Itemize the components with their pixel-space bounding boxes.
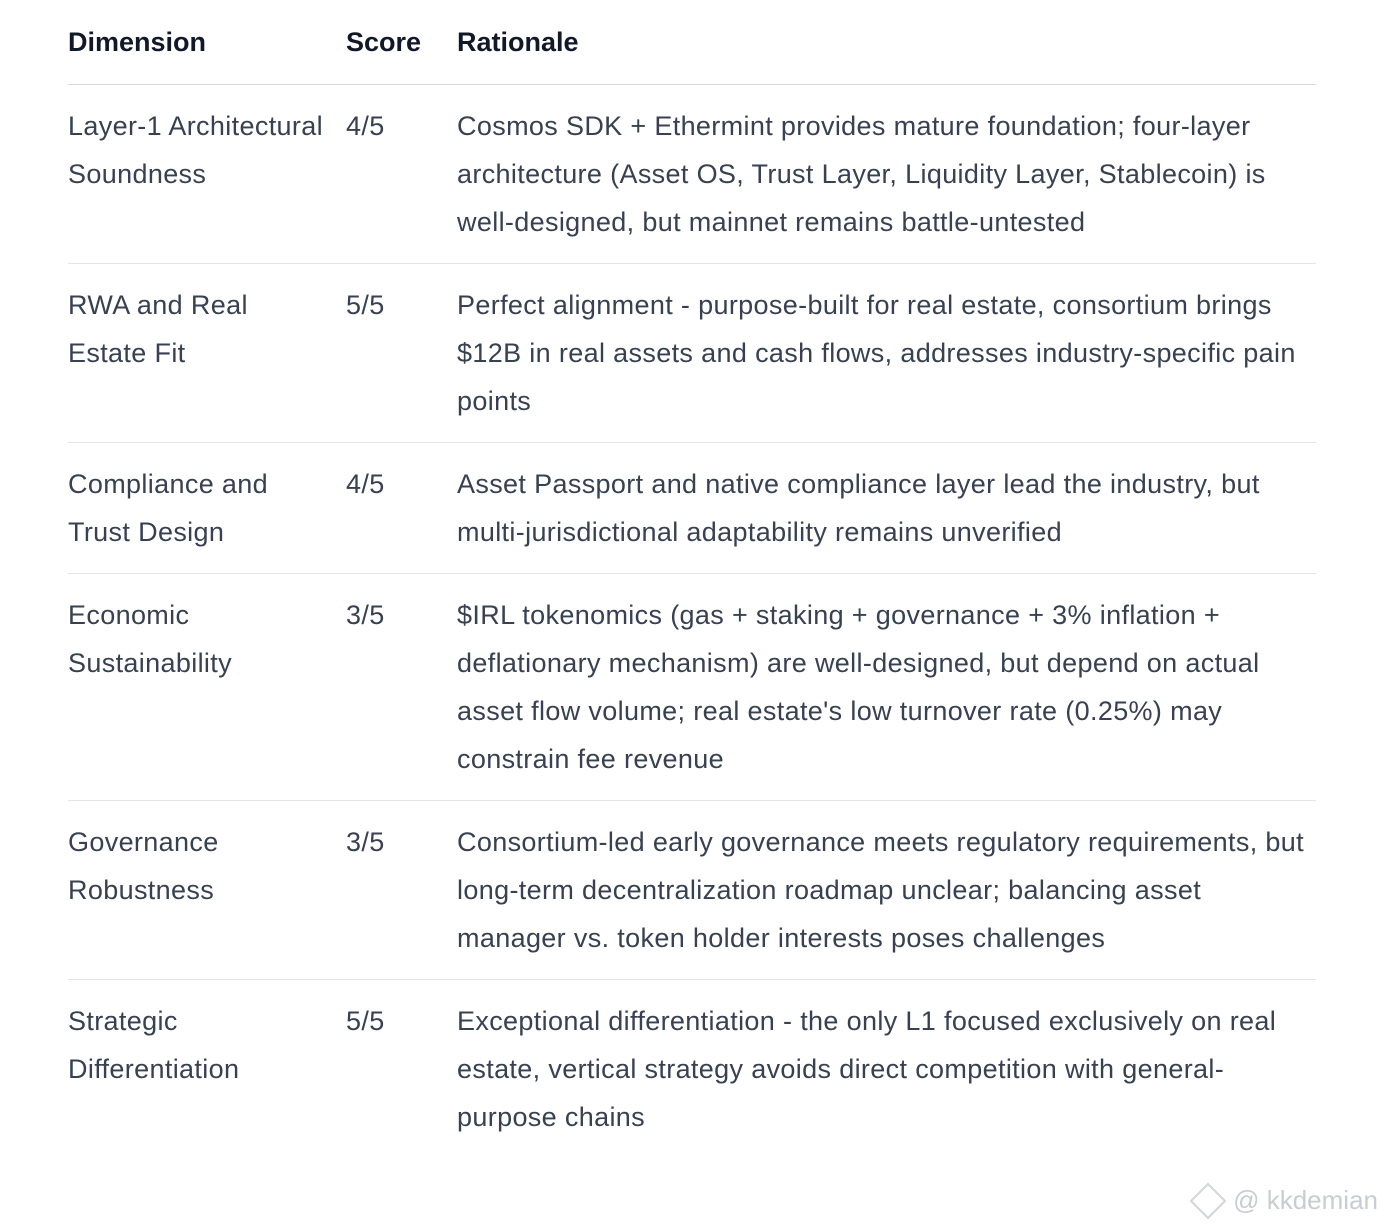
table-row: Layer-1 Architectural Soundness 4/5 Cosm… [68, 84, 1316, 264]
rationale-cell: $IRL tokenomics (gas + staking + governa… [457, 573, 1316, 801]
score-cell: 4/5 [346, 84, 457, 264]
rationale-cell: Cosmos SDK + Ethermint provides mature f… [457, 84, 1316, 264]
header-score: Score [346, 0, 457, 85]
table-row: Governance Robustness 3/5 Consortium-led… [68, 800, 1316, 980]
table-row: Economic Sustainability 3/5 $IRL tokenom… [68, 573, 1316, 801]
rationale-cell: Perfect alignment - purpose-built for re… [457, 263, 1316, 443]
watermark: @ kkdemian [1189, 1182, 1378, 1219]
dimension-cell: Strategic Differentiation [68, 1006, 240, 1084]
rationale-cell: Consortium-led early governance meets re… [457, 800, 1316, 980]
score-cell: 3/5 [346, 573, 457, 801]
header-rationale: Rationale [457, 0, 1316, 85]
table-row: Strategic Differentiation 5/5 Exceptiona… [68, 980, 1316, 1159]
score-cell: 3/5 [346, 800, 457, 980]
binance-logo-icon [1189, 1182, 1227, 1219]
score-cell: 5/5 [346, 263, 457, 443]
watermark-text: @ kkdemian [1233, 1185, 1378, 1215]
header-dimension: Dimension [68, 0, 346, 85]
dimension-cell: RWA and Real Estate Fit [68, 263, 346, 443]
dimension-cell: Economic Sustainability [68, 573, 346, 801]
score-cell: 5/5 [346, 1006, 385, 1036]
dimension-cell: Compliance and Trust Design [68, 442, 346, 574]
score-table: Dimension Score Rationale Layer-1 Archit… [68, 0, 1316, 1158]
table-row: RWA and Real Estate Fit 5/5 Perfect alig… [68, 263, 1316, 443]
rationale-cell: Asset Passport and native compliance lay… [457, 442, 1316, 574]
dimension-cell: Governance Robustness [68, 800, 346, 980]
score-cell: 4/5 [346, 442, 457, 574]
table-header-row: Dimension Score Rationale [68, 0, 1316, 85]
dimension-cell: Layer-1 Architectural Soundness [68, 84, 346, 264]
rationale-cell: Exceptional differentiation - the only L… [457, 1006, 1277, 1132]
table-row: Compliance and Trust Design 4/5 Asset Pa… [68, 442, 1316, 574]
